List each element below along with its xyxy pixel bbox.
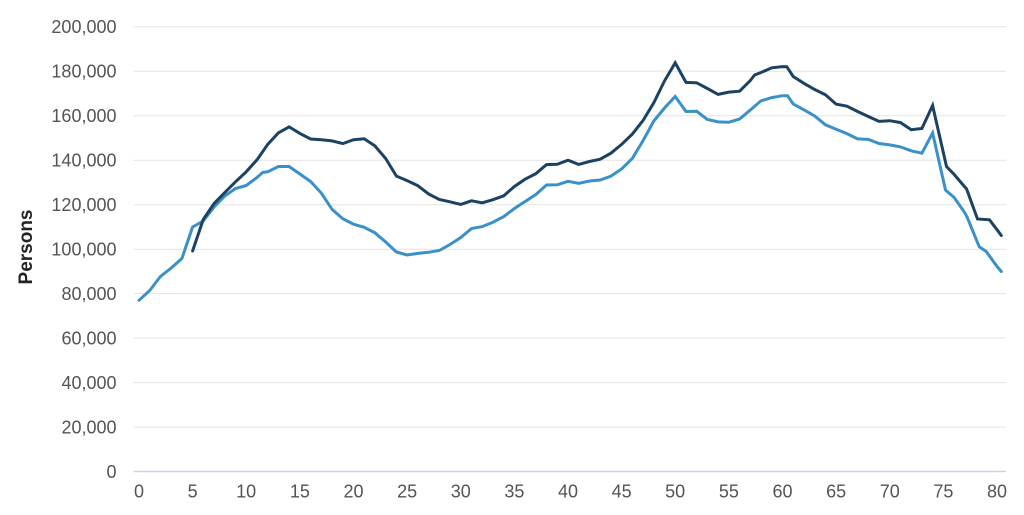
svg-text:70: 70 [880,482,900,502]
svg-text:55: 55 [719,482,739,502]
svg-text:65: 65 [826,482,846,502]
svg-text:0: 0 [106,462,116,482]
svg-text:5: 5 [188,482,198,502]
svg-text:50: 50 [665,482,685,502]
svg-text:35: 35 [504,482,524,502]
svg-text:40,000: 40,000 [61,373,116,393]
svg-text:25: 25 [397,482,417,502]
svg-text:80,000: 80,000 [61,284,116,304]
svg-text:120,000: 120,000 [51,195,116,215]
svg-text:180,000: 180,000 [51,62,116,82]
svg-text:200,000: 200,000 [51,17,116,37]
svg-text:45: 45 [612,482,632,502]
svg-text:40: 40 [558,482,578,502]
svg-text:20: 20 [343,482,363,502]
svg-text:80: 80 [987,482,1007,502]
svg-text:10: 10 [236,482,256,502]
svg-text:20,000: 20,000 [61,417,116,437]
svg-text:75: 75 [933,482,953,502]
svg-text:100,000: 100,000 [51,240,116,260]
svg-text:0: 0 [134,482,144,502]
svg-text:Persons: Persons [16,210,37,285]
svg-text:60,000: 60,000 [61,328,116,348]
svg-text:15: 15 [290,482,310,502]
svg-text:60: 60 [772,482,792,502]
svg-text:140,000: 140,000 [51,151,116,171]
svg-text:160,000: 160,000 [51,106,116,126]
svg-text:30: 30 [451,482,471,502]
